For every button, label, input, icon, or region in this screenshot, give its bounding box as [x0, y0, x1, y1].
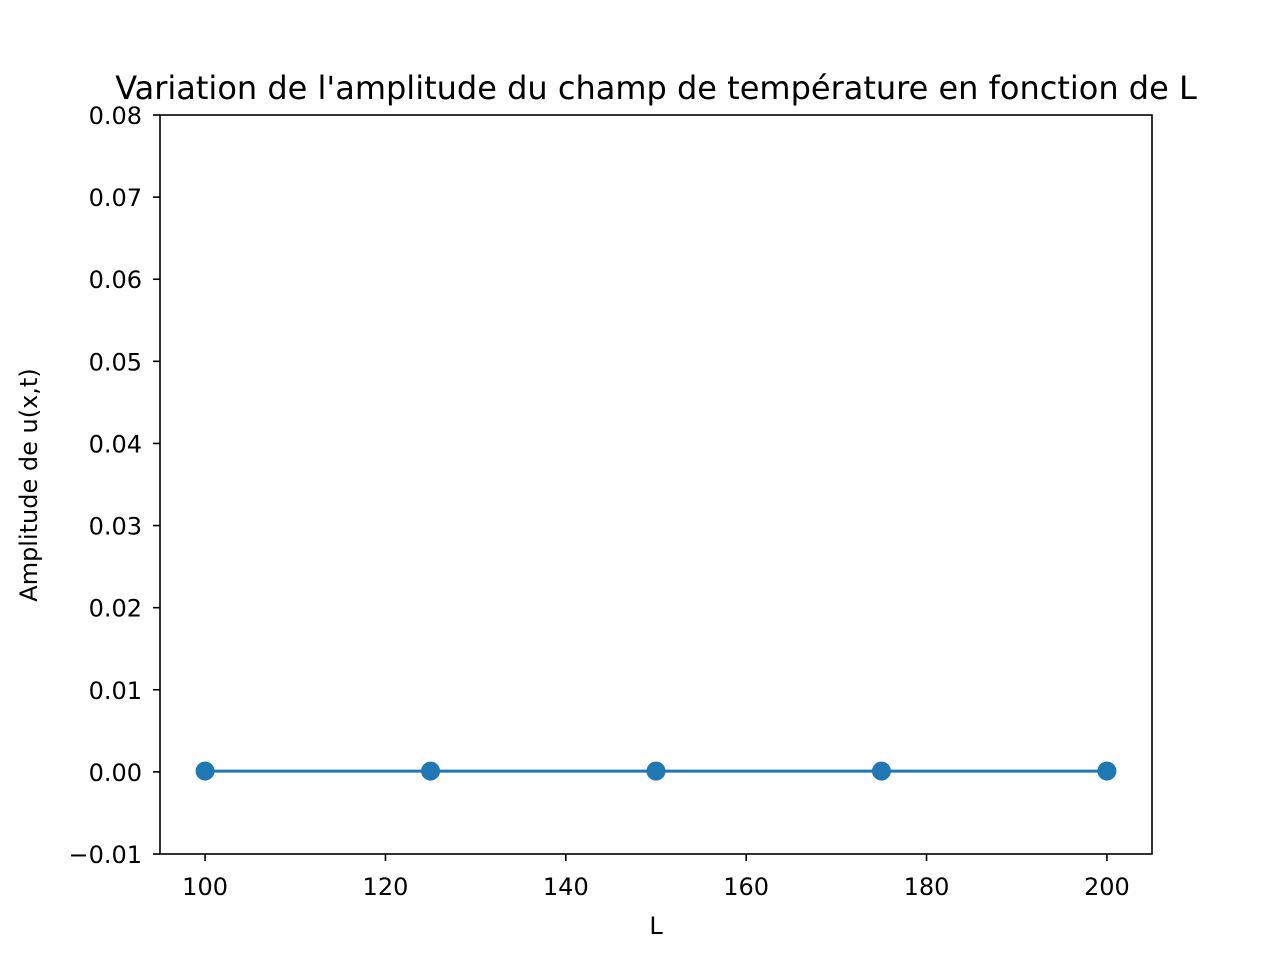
data-point — [421, 761, 441, 781]
y-tick-label: 0.08 — [89, 102, 142, 130]
y-tick-label: −0.01 — [68, 841, 142, 869]
y-axis-label: Amplitude de u(x,t) — [15, 368, 43, 601]
y-tick-label: 0.00 — [89, 759, 142, 787]
data-point — [195, 761, 215, 781]
x-tick-label: 180 — [904, 873, 950, 901]
y-tick-label: 0.04 — [89, 430, 142, 458]
x-tick-label: 120 — [363, 873, 409, 901]
y-tick-label: 0.06 — [89, 266, 142, 294]
x-tick-label: 100 — [182, 873, 228, 901]
data-point — [871, 761, 891, 781]
x-tick-label: 160 — [723, 873, 769, 901]
chart-title: Variation de l'amplitude du champ de tem… — [115, 69, 1197, 107]
y-tick-label: 0.05 — [89, 348, 142, 376]
x-tick-label: 200 — [1084, 873, 1130, 901]
y-tick-label: 0.03 — [89, 513, 142, 541]
data-point — [646, 761, 666, 781]
y-tick-label: 0.01 — [89, 677, 142, 705]
data-point — [1097, 761, 1117, 781]
y-tick-label: 0.02 — [89, 595, 142, 623]
x-tick-label: 140 — [543, 873, 589, 901]
x-axis-label: L — [649, 912, 663, 940]
series-layer — [195, 761, 1117, 781]
x-axis: 100 120 140 160 180 200 — [182, 854, 1130, 901]
y-tick-label: 0.07 — [89, 184, 142, 212]
plot-area-background — [160, 115, 1152, 854]
y-axis: −0.01 0.00 0.01 0.02 0.03 0.04 0.05 0.06 0.07 0.0… — [68, 102, 160, 869]
plot-frame — [159, 114, 1153, 855]
